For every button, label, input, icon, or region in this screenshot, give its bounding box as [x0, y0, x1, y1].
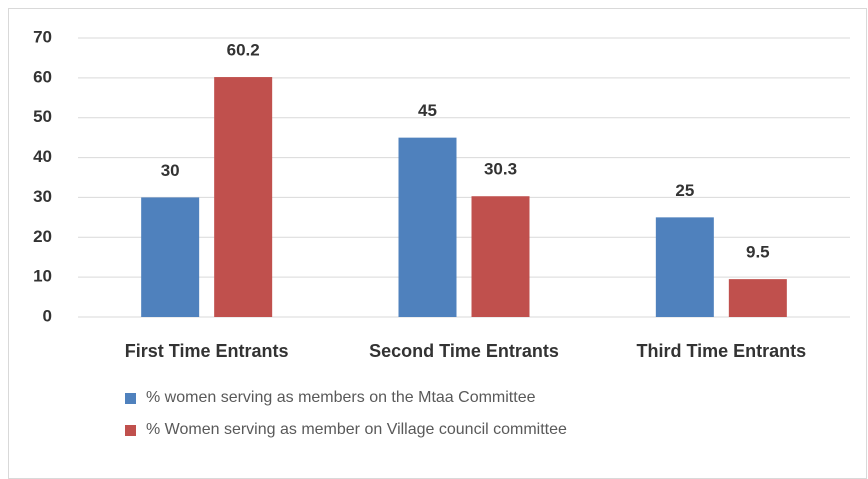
bar: [398, 137, 457, 317]
legend-swatch: [125, 425, 136, 436]
y-tick-label: 10: [33, 267, 52, 286]
data-label: 30: [161, 161, 180, 180]
bar: [471, 196, 530, 317]
bar: [214, 77, 273, 317]
x-tick-label: Third Time Entrants: [636, 341, 806, 361]
legend-label: % Women serving as member on Village cou…: [146, 421, 567, 438]
data-label: 9.5: [746, 243, 770, 262]
data-label: 30.3: [484, 160, 517, 179]
y-tick-label: 40: [33, 147, 52, 166]
y-tick-label: 50: [33, 107, 52, 126]
y-tick-label: 30: [33, 187, 52, 206]
bar: [141, 197, 200, 317]
y-tick-label: 60: [33, 67, 52, 86]
data-label: 25: [675, 181, 694, 200]
legend-label: % women serving as members on the Mtaa C…: [146, 389, 536, 406]
y-tick-label: 0: [43, 306, 52, 325]
y-tick-label: 20: [33, 227, 52, 246]
y-tick-label: 70: [33, 27, 52, 46]
x-tick-label: First Time Entrants: [125, 341, 289, 361]
data-label: 45: [418, 101, 437, 120]
bar: [655, 217, 714, 317]
legend-swatch: [125, 393, 136, 404]
data-label: 60.2: [227, 41, 260, 60]
bar: [728, 279, 787, 317]
x-tick-label: Second Time Entrants: [369, 341, 559, 361]
